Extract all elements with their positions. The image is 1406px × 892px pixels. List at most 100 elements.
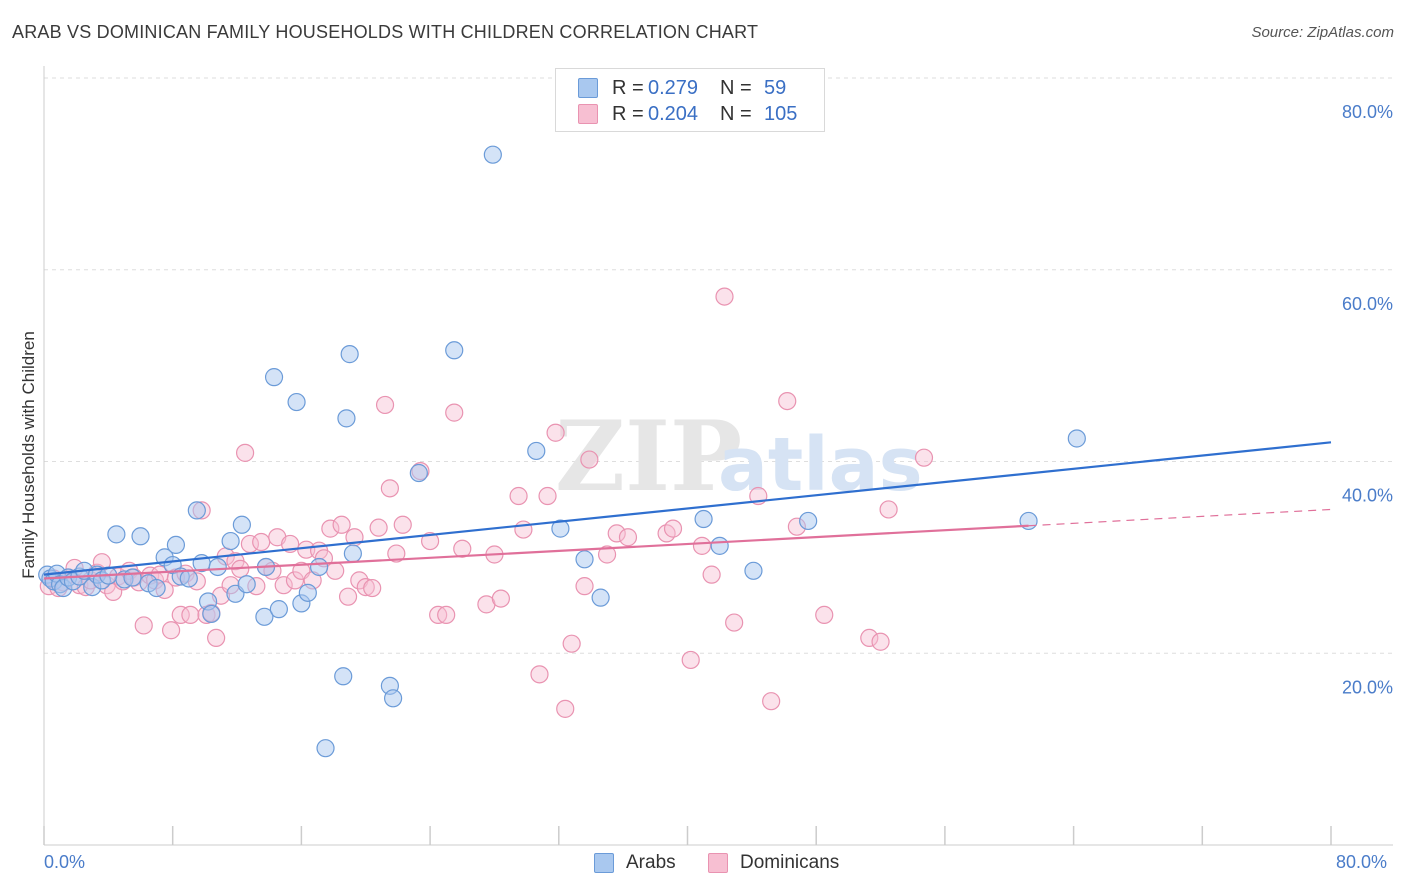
dominican-point: [871, 632, 890, 651]
arab-point: [287, 392, 306, 412]
legend-item-dominicans[interactable]: Dominicans: [708, 852, 839, 874]
dominicans-legend-label: Dominicans: [740, 852, 840, 873]
x-axis-min-label: 0.0%: [44, 852, 86, 872]
dominican-point: [235, 443, 255, 462]
arab-point: [316, 739, 335, 758]
arab-point: [334, 667, 353, 686]
dominican-point: [421, 531, 440, 551]
arabs-n-label: N =: [720, 76, 752, 99]
arab-point: [799, 511, 818, 531]
arabs-legend-swatch: [594, 853, 614, 873]
dominican-point: [297, 540, 316, 559]
dominican-point: [356, 577, 375, 597]
dominican-point: [778, 391, 797, 411]
dominican-point: [509, 486, 528, 506]
arab-point: [255, 607, 274, 626]
dominican-point: [171, 605, 190, 625]
arab-point: [187, 501, 206, 520]
dominican-point: [252, 532, 271, 552]
y-tick-label: 60.0%: [1342, 294, 1393, 314]
y-tick-labels: 20.0% 40.0% 60.0% 80.0%: [1342, 102, 1393, 697]
chart-source: Source: ZipAtlas.com: [1251, 24, 1394, 41]
watermark-atlas: atlas: [718, 422, 923, 508]
arab-point: [445, 341, 464, 360]
dominican-point: [562, 634, 581, 653]
arab-point: [409, 463, 428, 483]
arab-point: [269, 600, 288, 619]
arab-point: [166, 535, 186, 555]
arabs-r-value: 0.279: [648, 76, 699, 99]
dominican-point: [369, 518, 388, 537]
arabs-swatch: [578, 78, 598, 98]
watermark-zip: ZIP: [555, 400, 742, 513]
y-tick-label: 80.0%: [1342, 102, 1393, 122]
arab-point: [551, 519, 570, 538]
arab-point: [237, 575, 256, 594]
arab-point: [264, 368, 284, 387]
dominican-point: [914, 448, 934, 467]
dominican-point: [491, 589, 510, 608]
dominican-point: [321, 519, 340, 538]
dominican-point: [207, 628, 226, 648]
dominican-point: [387, 544, 406, 563]
arab-point: [575, 550, 594, 569]
dominican-point: [725, 613, 744, 632]
arab-point: [340, 345, 359, 364]
dominican-point: [338, 587, 358, 606]
trend-lines: [43, 441, 1332, 580]
legend-item-arabs[interactable]: Arabs: [594, 852, 676, 874]
dominican-point: [762, 692, 781, 711]
arab-point: [591, 588, 610, 607]
dominican-point: [393, 515, 412, 534]
dominican-point: [663, 519, 683, 538]
dominican-point: [575, 577, 594, 596]
arab-point: [710, 536, 729, 555]
arab-point: [309, 557, 329, 577]
chart-title: ARAB VS DOMINICAN FAMILY HOUSEHOLDS WITH…: [12, 22, 759, 42]
dominican-point: [681, 650, 700, 670]
dominicans-r-value: 0.204: [648, 102, 699, 125]
dominican-point: [514, 520, 533, 539]
dominican-point: [380, 479, 399, 498]
axes: [43, 66, 1393, 846]
y-tick-label: 20.0%: [1342, 677, 1393, 697]
dominicans-trend-extension: [1028, 508, 1332, 527]
dominican-point: [274, 576, 293, 595]
arab-point: [694, 509, 713, 529]
arab-point: [131, 527, 150, 546]
arab-point: [343, 544, 362, 563]
dominican-point: [546, 423, 565, 442]
dominican-point: [332, 515, 351, 534]
arab-point: [107, 525, 126, 544]
arab-point: [744, 561, 763, 580]
dominican-point: [607, 524, 626, 543]
arab-point: [337, 409, 356, 428]
dominican-point: [134, 616, 153, 635]
dominican-point: [181, 605, 200, 625]
dominicans-trend-line: [43, 524, 1029, 580]
dominican-point: [702, 565, 721, 584]
dominican-point: [618, 528, 638, 547]
arab-point: [179, 569, 198, 588]
dominican-point: [445, 403, 464, 422]
arabs-legend-label: Arabs: [626, 852, 676, 873]
arab-point: [1067, 429, 1086, 448]
x-axis-max-label: 80.0%: [1336, 852, 1388, 872]
dominican-point: [326, 561, 345, 580]
dominican-point: [363, 578, 382, 598]
arabs-r-label: R =: [612, 76, 644, 99]
dominican-point: [437, 605, 456, 625]
arab-point: [232, 515, 251, 534]
dominicans-r-label: R =: [612, 102, 644, 125]
dominican-point: [879, 500, 898, 519]
dominican-point: [715, 287, 734, 306]
dominican-point: [580, 450, 599, 469]
dominican-point: [285, 571, 305, 590]
dominican-point: [556, 699, 575, 718]
y-tick-label: 40.0%: [1342, 486, 1393, 506]
dominican-point: [453, 539, 472, 558]
arab-point: [123, 568, 142, 587]
dominican-point: [692, 536, 712, 555]
series-legend: Arabs Dominicans: [0, 852, 1406, 878]
dominican-point: [597, 545, 617, 564]
